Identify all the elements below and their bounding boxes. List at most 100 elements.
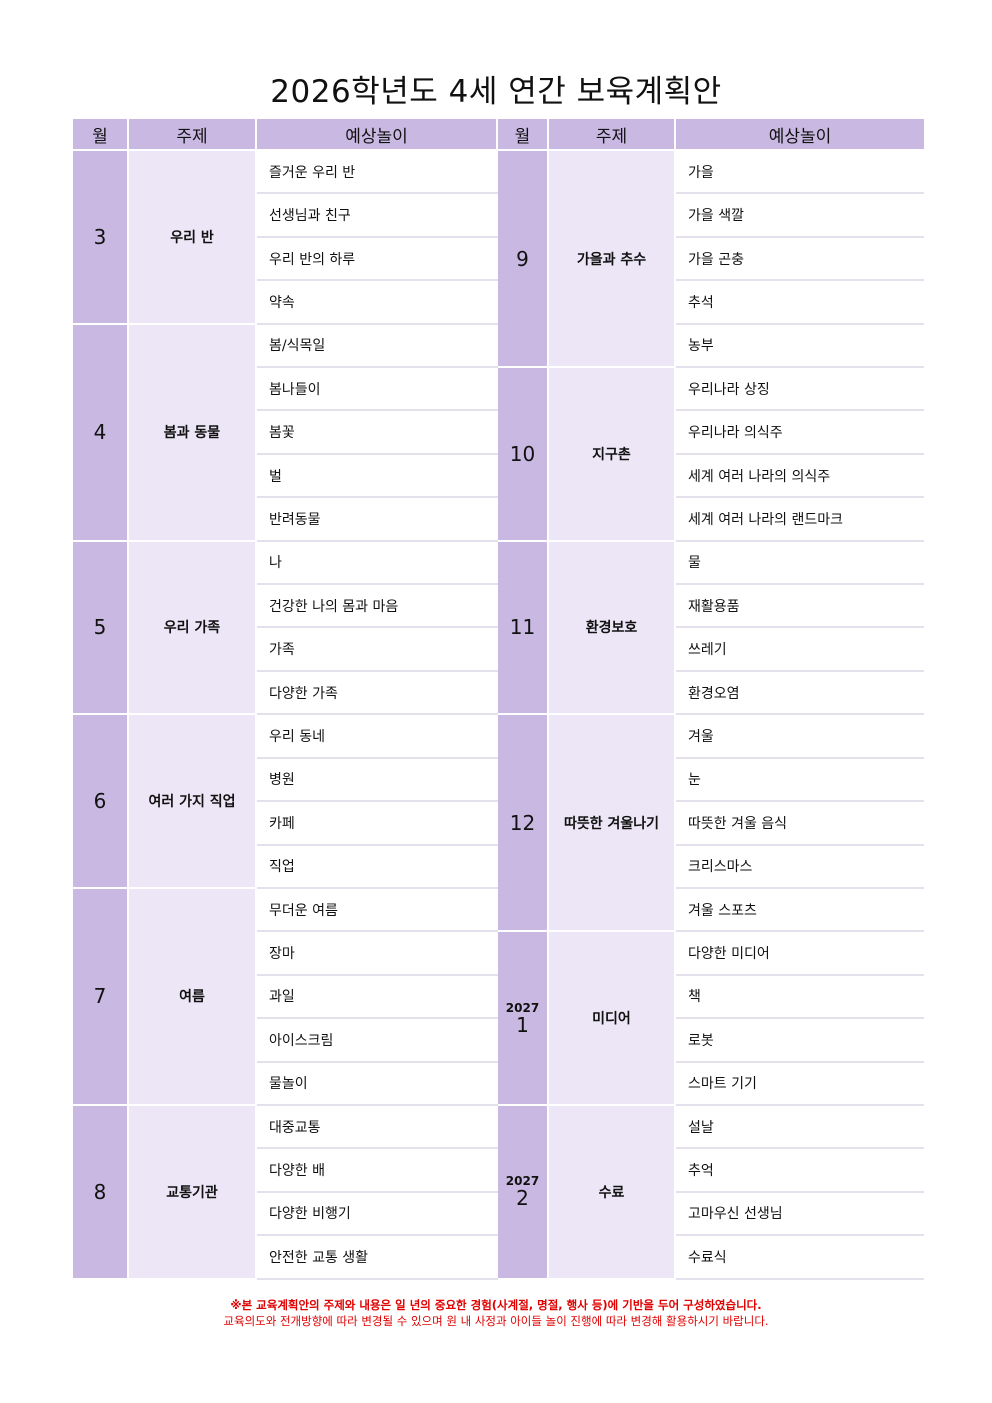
play-item: 책 [676,976,924,1020]
play-item: 봄꽃 [257,411,498,455]
play-item: 세계 여러 나라의 의식주 [676,455,924,499]
theme-cell: 가을과 추수 [549,151,676,369]
month-label: 3 [93,224,107,249]
play-item: 재활용품 [676,585,924,629]
play-item: 약속 [257,281,498,325]
play-item: 다양한 가족 [257,672,498,716]
play-item: 반려동물 [257,498,498,542]
month-cell: 6 [73,715,129,889]
theme-cell: 교통기관 [129,1105,257,1280]
play-item: 아이스크림 [257,1019,498,1063]
play-item: 세계 여러 나라의 랜드마크 [676,498,924,542]
play-item: 우리 반의 하루 [257,238,498,282]
play-item: 크리스마스 [676,846,924,889]
theme-cell: 지구촌 [549,368,676,542]
header-theme: 주제 [129,119,257,151]
month-cell: 9 [498,151,549,369]
play-item: 로봇 [676,1019,924,1063]
month-cell: 8 [73,1105,129,1280]
play-item: 무더운 여름 [257,889,498,933]
play-item: 과일 [257,976,498,1020]
play-item: 추석 [676,281,924,325]
play-item: 눈 [676,759,924,803]
month-label: 2 [516,1186,529,1211]
month-label: 1 [516,1012,529,1037]
theme-cell: 우리 가족 [129,541,257,716]
play-item: 다양한 미디어 [676,932,924,976]
play-item: 우리나라 상징 [676,368,924,412]
month-cell: 10 [498,368,549,542]
month-cell: 11 [498,541,549,716]
play-item: 봄나들이 [257,368,498,412]
theme-cell: 환경보호 [549,541,676,716]
month-label: 5 [93,615,107,640]
notes: ※본 교육계획안의 주제와 내용은 일 년의 중요한 경험(사계절, 명절, 행… [0,1297,992,1329]
play-item: 물 [676,542,924,586]
month-label: 9 [516,246,529,271]
play-item: 겨울 스포츠 [676,889,924,933]
play-item: 나 [257,542,498,586]
play-item: 다양한 비행기 [257,1193,498,1237]
theme-cell: 여름 [129,888,257,1106]
month-label: 7 [93,984,107,1009]
month-cell: 4 [73,324,129,542]
theme-cell: 수료 [549,1105,676,1280]
month-label: 11 [509,615,536,640]
play-item: 농부 [676,325,924,369]
month-label: 6 [93,789,107,814]
month-label: 12 [509,810,536,835]
theme-cell: 봄과 동물 [129,324,257,542]
play-item: 따뜻한 겨울 음식 [676,802,924,846]
header-month: 월 [498,119,549,151]
play-item: 가을 곤충 [676,238,924,282]
play-item: 다양한 배 [257,1149,498,1193]
annual-plan-table: 월 주제 예상놀이 월 주제 예상놀이 3 우리 반 즐거운 우리 반 선생님과 친구… [73,119,924,1280]
play-item: 쓰레기 [676,628,924,672]
play-item: 병원 [257,759,498,803]
month-cell: 7 [73,888,129,1106]
play-item: 가을 [676,151,924,195]
note-line-1: ※본 교육계획안의 주제와 내용은 일 년의 중요한 경험(사계절, 명절, 행… [230,1298,762,1312]
page-title: 2026학년도 4세 연간 보육계획안 [270,74,722,110]
month-cell: 12 [498,715,549,933]
play-item: 수료식 [676,1236,924,1280]
header-month: 월 [73,119,129,151]
play-item: 물놀이 [257,1063,498,1106]
theme-cell: 여러 가지 직업 [129,715,257,889]
play-item: 추억 [676,1149,924,1193]
play-item: 우리 동네 [257,715,498,759]
play-item: 장마 [257,932,498,976]
year-label: 2027 [505,1000,540,1015]
play-item: 대중교통 [257,1106,498,1150]
month-label: 4 [93,420,107,445]
play-item: 고마우신 선생님 [676,1193,924,1237]
play-item: 가을 색깔 [676,194,924,238]
play-item: 직업 [257,846,498,889]
month-cell: 3 [73,151,129,325]
header-theme: 주제 [549,119,676,151]
month-label: 10 [509,441,536,466]
theme-cell: 미디어 [549,932,676,1106]
year-label: 2027 [505,1174,540,1189]
header-play: 예상놀이 [676,119,924,151]
play-item: 선생님과 친구 [257,194,498,238]
play-item: 안전한 교통 생활 [257,1236,498,1280]
month-cell: 2027 1 [498,932,549,1106]
header-play: 예상놀이 [257,119,498,151]
theme-cell: 우리 반 [129,151,257,325]
play-item: 건강한 나의 몸과 마음 [257,585,498,629]
month-cell: 5 [73,541,129,716]
play-item: 스마트 기기 [676,1063,924,1106]
theme-cell: 따뜻한 겨울나기 [549,715,676,933]
play-item: 환경오염 [676,672,924,716]
play-item: 봄/식목일 [257,325,498,369]
month-cell: 2027 2 [498,1105,549,1280]
play-item: 겨울 [676,715,924,759]
play-item: 즐거운 우리 반 [257,151,498,195]
play-item: 가족 [257,628,498,672]
note-line-2: 교육의도와 전개방향에 따라 변경될 수 있으며 원 내 사정과 아이들 놀이 … [223,1314,769,1328]
play-item: 벌 [257,455,498,499]
month-label: 8 [93,1179,107,1204]
play-item: 카페 [257,802,498,846]
play-item: 우리나라 의식주 [676,411,924,455]
